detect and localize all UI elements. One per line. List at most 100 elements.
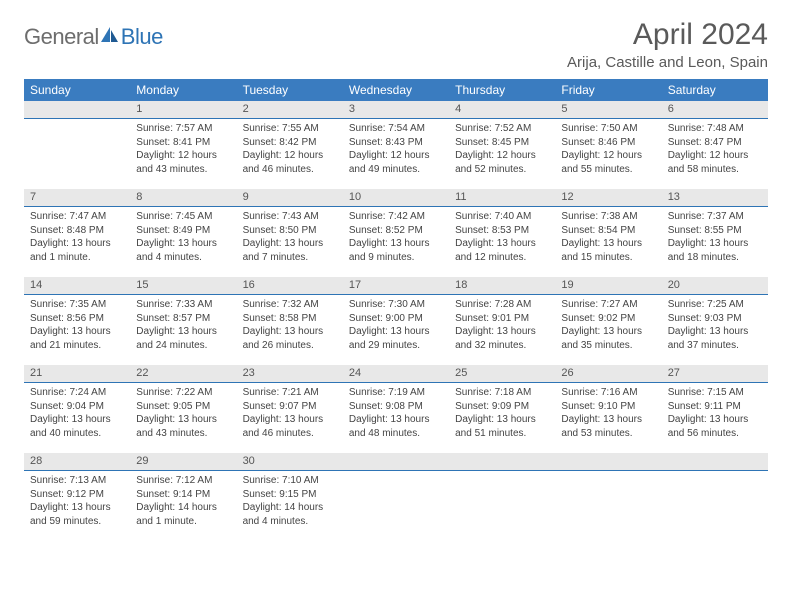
calendar-day-cell: 5Sunrise: 7:50 AMSunset: 8:46 PMDaylight… [555, 101, 661, 189]
day-number: 29 [130, 453, 236, 471]
day-number: 12 [555, 189, 661, 207]
sunset-text: Sunset: 8:49 PM [136, 224, 230, 238]
sunrise-text: Sunrise: 7:28 AM [455, 298, 549, 312]
sunset-text: Sunset: 8:55 PM [668, 224, 762, 238]
daylight-text: Daylight: 13 hours and 56 minutes. [668, 413, 762, 440]
calendar-day-cell: 3Sunrise: 7:54 AMSunset: 8:43 PMDaylight… [343, 101, 449, 189]
daylight-text: Daylight: 13 hours and 53 minutes. [561, 413, 655, 440]
calendar-week-row: 7Sunrise: 7:47 AMSunset: 8:48 PMDaylight… [24, 189, 768, 277]
calendar-day-cell: 21Sunrise: 7:24 AMSunset: 9:04 PMDayligh… [24, 365, 130, 453]
sunset-text: Sunset: 8:57 PM [136, 312, 230, 326]
daylight-text: Daylight: 13 hours and 48 minutes. [349, 413, 443, 440]
day-number: 22 [130, 365, 236, 383]
daylight-text: Daylight: 13 hours and 29 minutes. [349, 325, 443, 352]
daylight-text: Daylight: 13 hours and 7 minutes. [243, 237, 337, 264]
day-content: Sunrise: 7:13 AMSunset: 9:12 PMDaylight:… [24, 471, 130, 534]
sunset-text: Sunset: 9:01 PM [455, 312, 549, 326]
calendar-day-cell: 1Sunrise: 7:57 AMSunset: 8:41 PMDaylight… [130, 101, 236, 189]
daylight-text: Daylight: 13 hours and 59 minutes. [30, 501, 124, 528]
day-number: 17 [343, 277, 449, 295]
sunrise-text: Sunrise: 7:10 AM [243, 474, 337, 488]
sunset-text: Sunset: 8:58 PM [243, 312, 337, 326]
location: Arija, Castille and Leon, Spain [567, 54, 768, 71]
sunrise-text: Sunrise: 7:12 AM [136, 474, 230, 488]
daylight-text: Daylight: 13 hours and 40 minutes. [30, 413, 124, 440]
day-number: 15 [130, 277, 236, 295]
calendar-day-cell: 26Sunrise: 7:16 AMSunset: 9:10 PMDayligh… [555, 365, 661, 453]
daylight-text: Daylight: 12 hours and 49 minutes. [349, 149, 443, 176]
sunrise-text: Sunrise: 7:37 AM [668, 210, 762, 224]
sunset-text: Sunset: 9:14 PM [136, 488, 230, 502]
daylight-text: Daylight: 13 hours and 35 minutes. [561, 325, 655, 352]
calendar-table: Sunday Monday Tuesday Wednesday Thursday… [24, 79, 768, 541]
weekday-header: Sunday [24, 79, 130, 101]
month-title: April 2024 [567, 18, 768, 52]
calendar-week-row: 14Sunrise: 7:35 AMSunset: 8:56 PMDayligh… [24, 277, 768, 365]
logo-sail-icon [99, 25, 121, 50]
calendar-day-cell: 29Sunrise: 7:12 AMSunset: 9:14 PMDayligh… [130, 453, 236, 541]
calendar-day-cell: 17Sunrise: 7:30 AMSunset: 9:00 PMDayligh… [343, 277, 449, 365]
calendar-day-cell [449, 453, 555, 541]
day-number: 16 [237, 277, 343, 295]
day-content: Sunrise: 7:37 AMSunset: 8:55 PMDaylight:… [662, 207, 768, 270]
daylight-text: Daylight: 13 hours and 24 minutes. [136, 325, 230, 352]
sunrise-text: Sunrise: 7:57 AM [136, 122, 230, 136]
sunset-text: Sunset: 8:56 PM [30, 312, 124, 326]
day-number: 24 [343, 365, 449, 383]
sunset-text: Sunset: 8:47 PM [668, 136, 762, 150]
daylight-text: Daylight: 13 hours and 32 minutes. [455, 325, 549, 352]
sunrise-text: Sunrise: 7:33 AM [136, 298, 230, 312]
daylight-text: Daylight: 13 hours and 9 minutes. [349, 237, 443, 264]
day-number: 18 [449, 277, 555, 295]
sunset-text: Sunset: 9:02 PM [561, 312, 655, 326]
day-number: 27 [662, 365, 768, 383]
calendar-day-cell: 4Sunrise: 7:52 AMSunset: 8:45 PMDaylight… [449, 101, 555, 189]
day-content: Sunrise: 7:35 AMSunset: 8:56 PMDaylight:… [24, 295, 130, 358]
logo-text-blue: Blue [121, 24, 163, 50]
day-content: Sunrise: 7:57 AMSunset: 8:41 PMDaylight:… [130, 119, 236, 182]
calendar-day-cell: 27Sunrise: 7:15 AMSunset: 9:11 PMDayligh… [662, 365, 768, 453]
day-content: Sunrise: 7:22 AMSunset: 9:05 PMDaylight:… [130, 383, 236, 446]
sunset-text: Sunset: 9:00 PM [349, 312, 443, 326]
day-number [662, 453, 768, 471]
daylight-text: Daylight: 12 hours and 43 minutes. [136, 149, 230, 176]
day-content: Sunrise: 7:10 AMSunset: 9:15 PMDaylight:… [237, 471, 343, 534]
sunset-text: Sunset: 8:42 PM [243, 136, 337, 150]
day-content: Sunrise: 7:15 AMSunset: 9:11 PMDaylight:… [662, 383, 768, 446]
day-number: 5 [555, 101, 661, 119]
daylight-text: Daylight: 12 hours and 58 minutes. [668, 149, 762, 176]
day-number: 11 [449, 189, 555, 207]
sunrise-text: Sunrise: 7:27 AM [561, 298, 655, 312]
calendar-day-cell: 14Sunrise: 7:35 AMSunset: 8:56 PMDayligh… [24, 277, 130, 365]
daylight-text: Daylight: 12 hours and 55 minutes. [561, 149, 655, 176]
sunrise-text: Sunrise: 7:16 AM [561, 386, 655, 400]
daylight-text: Daylight: 13 hours and 15 minutes. [561, 237, 655, 264]
calendar-day-cell: 22Sunrise: 7:22 AMSunset: 9:05 PMDayligh… [130, 365, 236, 453]
daylight-text: Daylight: 13 hours and 26 minutes. [243, 325, 337, 352]
sunset-text: Sunset: 9:03 PM [668, 312, 762, 326]
day-content: Sunrise: 7:52 AMSunset: 8:45 PMDaylight:… [449, 119, 555, 182]
calendar-day-cell: 28Sunrise: 7:13 AMSunset: 9:12 PMDayligh… [24, 453, 130, 541]
sunset-text: Sunset: 9:12 PM [30, 488, 124, 502]
daylight-text: Daylight: 13 hours and 37 minutes. [668, 325, 762, 352]
sunrise-text: Sunrise: 7:22 AM [136, 386, 230, 400]
calendar-day-cell: 11Sunrise: 7:40 AMSunset: 8:53 PMDayligh… [449, 189, 555, 277]
sunset-text: Sunset: 9:10 PM [561, 400, 655, 414]
sunset-text: Sunset: 8:45 PM [455, 136, 549, 150]
calendar-day-cell: 20Sunrise: 7:25 AMSunset: 9:03 PMDayligh… [662, 277, 768, 365]
day-content: Sunrise: 7:27 AMSunset: 9:02 PMDaylight:… [555, 295, 661, 358]
calendar-day-cell: 2Sunrise: 7:55 AMSunset: 8:42 PMDaylight… [237, 101, 343, 189]
sunrise-text: Sunrise: 7:24 AM [30, 386, 124, 400]
weekday-header: Tuesday [237, 79, 343, 101]
sunrise-text: Sunrise: 7:18 AM [455, 386, 549, 400]
sunrise-text: Sunrise: 7:47 AM [30, 210, 124, 224]
daylight-text: Daylight: 13 hours and 43 minutes. [136, 413, 230, 440]
day-content: Sunrise: 7:16 AMSunset: 9:10 PMDaylight:… [555, 383, 661, 446]
calendar-day-cell: 24Sunrise: 7:19 AMSunset: 9:08 PMDayligh… [343, 365, 449, 453]
calendar-day-cell: 8Sunrise: 7:45 AMSunset: 8:49 PMDaylight… [130, 189, 236, 277]
title-block: April 2024 Arija, Castille and Leon, Spa… [567, 18, 768, 71]
logo-text-general: General [24, 24, 99, 50]
day-number: 21 [24, 365, 130, 383]
daylight-text: Daylight: 13 hours and 51 minutes. [455, 413, 549, 440]
sunset-text: Sunset: 9:05 PM [136, 400, 230, 414]
